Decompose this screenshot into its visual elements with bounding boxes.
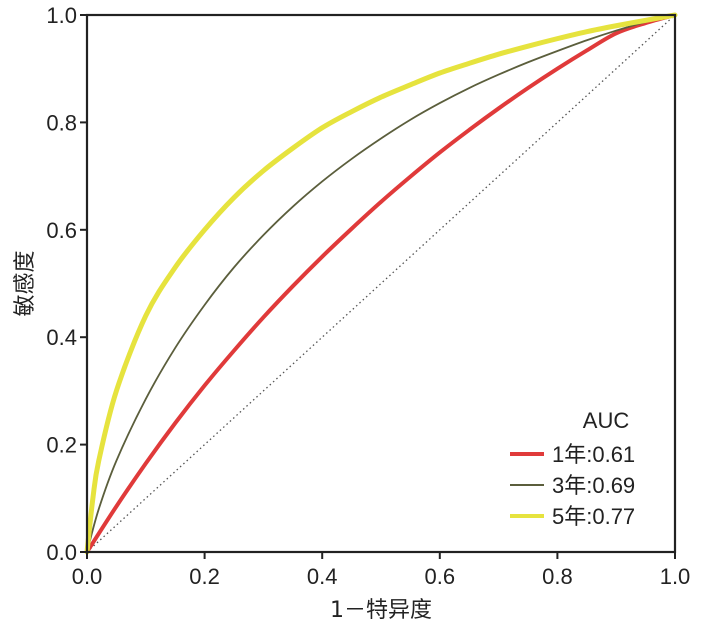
legend-label: 5年:0.77 [552, 504, 635, 529]
y-tick-label: 0.2 [46, 433, 77, 458]
x-axis-ticks: 0.0 0.2 0.4 0.6 0.8 1.0 [72, 552, 691, 589]
y-tick-label: 0.6 [46, 218, 77, 243]
x-tick-label: 0.0 [72, 564, 103, 589]
legend-title: AUC [583, 408, 630, 433]
y-tick-label: 1.0 [46, 3, 77, 28]
series-line-2 [86, 14, 676, 553]
x-axis-title: 1－特异度 [330, 598, 432, 623]
y-tick-label: 0.8 [46, 110, 77, 135]
series-line-3 [84, 12, 678, 555]
x-tick-label: 1.0 [660, 564, 691, 589]
x-tick-label: 0.4 [307, 564, 338, 589]
y-axis-ticks: 0.0 0.2 0.4 0.6 0.8 1.0 [46, 3, 87, 565]
y-axis-title: 敏感度 [13, 250, 38, 316]
x-tick-label: 0.6 [425, 564, 456, 589]
legend-label: 3年:0.69 [552, 473, 635, 498]
series-lines [84, 12, 678, 555]
legend-label: 1年:0.61 [552, 442, 635, 467]
x-tick-label: 0.8 [542, 564, 573, 589]
x-tick-label: 0.2 [189, 564, 220, 589]
y-tick-label: 0.4 [46, 325, 77, 350]
legend-items: 1年:0.61 3年:0.69 5年:0.77 [510, 442, 635, 529]
legend: AUC 1年:0.61 3年:0.69 5年:0.77 [510, 408, 635, 529]
y-tick-label: 0.0 [46, 540, 77, 565]
series-line-1 [85, 13, 677, 554]
plot-frame [85, 13, 677, 554]
